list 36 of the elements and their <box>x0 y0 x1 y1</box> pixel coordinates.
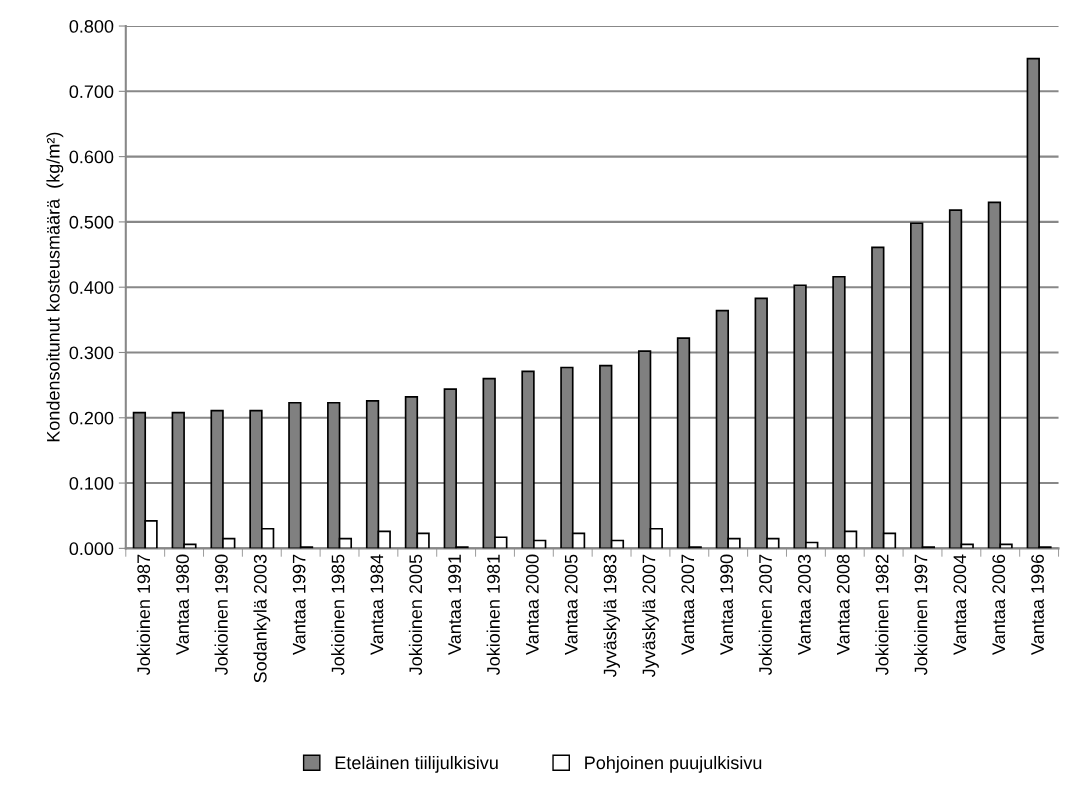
legend-label: Pohjoinen puujulkisivu <box>585 755 762 773</box>
x-tick-label: Jokioinen 1981 <box>486 554 500 676</box>
x-tick-label: Jokioinen 1982 <box>875 554 889 676</box>
x-tick-label: Vantaa 2003 <box>797 554 811 655</box>
y-axis-title: Kondensoitunut kosteusmäärä (kg/m²) <box>46 132 64 442</box>
y-tick-label: 0.600 <box>69 150 114 164</box>
x-tick-label: Vantaa 2004 <box>953 554 967 655</box>
y-tick-label: 0.400 <box>69 281 114 294</box>
x-tick-label: Jokioinen 2005 <box>408 554 423 676</box>
x-tick-label: Vantaa 2000 <box>525 554 539 655</box>
x-tick-label: Vantaa 1984 <box>370 554 384 655</box>
y-tick-label: 0.100 <box>69 477 114 490</box>
legend-label: Eteläinen tiilijulkisivu <box>335 755 498 773</box>
x-tick-label: Sodankylä 2003 <box>253 554 271 683</box>
x-tick-label: Jokioinen 1985 <box>331 554 345 676</box>
x-tick-label: Vantaa 1990 <box>720 554 734 655</box>
y-tick-label: 0.300 <box>69 346 114 360</box>
y-tick-label: 0.800 <box>69 19 114 33</box>
x-tick-label: Vantaa 2006 <box>992 554 1006 655</box>
x-tick-label: Vantaa 1991 <box>448 554 461 655</box>
x-tick-label: Vantaa 2007 <box>681 554 695 655</box>
x-tick-label: Jokioinen 1997 <box>914 554 928 676</box>
x-tick-label: Vantaa 1980 <box>176 554 189 655</box>
y-tick-label: 0.200 <box>69 411 114 425</box>
x-tick-label: Vantaa 1997 <box>292 554 306 655</box>
y-tick-label: 0.500 <box>69 215 114 229</box>
x-tick-label: Jyväskylä 2007 <box>642 554 659 678</box>
x-tick-label: Jyväskylä 1983 <box>603 554 621 678</box>
x-tick-label: Vantaa 1996 <box>1031 554 1044 655</box>
x-tick-label: Jokioinen 2007 <box>758 554 772 676</box>
x-tick-label: Vantaa 2005 <box>564 554 578 655</box>
x-tick-label: Jokioinen 1987 <box>136 554 151 676</box>
y-tick-label: 0.700 <box>69 85 114 99</box>
x-tick-label: Jokioinen 1990 <box>214 554 228 676</box>
x-tick-label: Vantaa 2008 <box>836 554 850 655</box>
y-tick-label: 0.000 <box>69 542 114 556</box>
